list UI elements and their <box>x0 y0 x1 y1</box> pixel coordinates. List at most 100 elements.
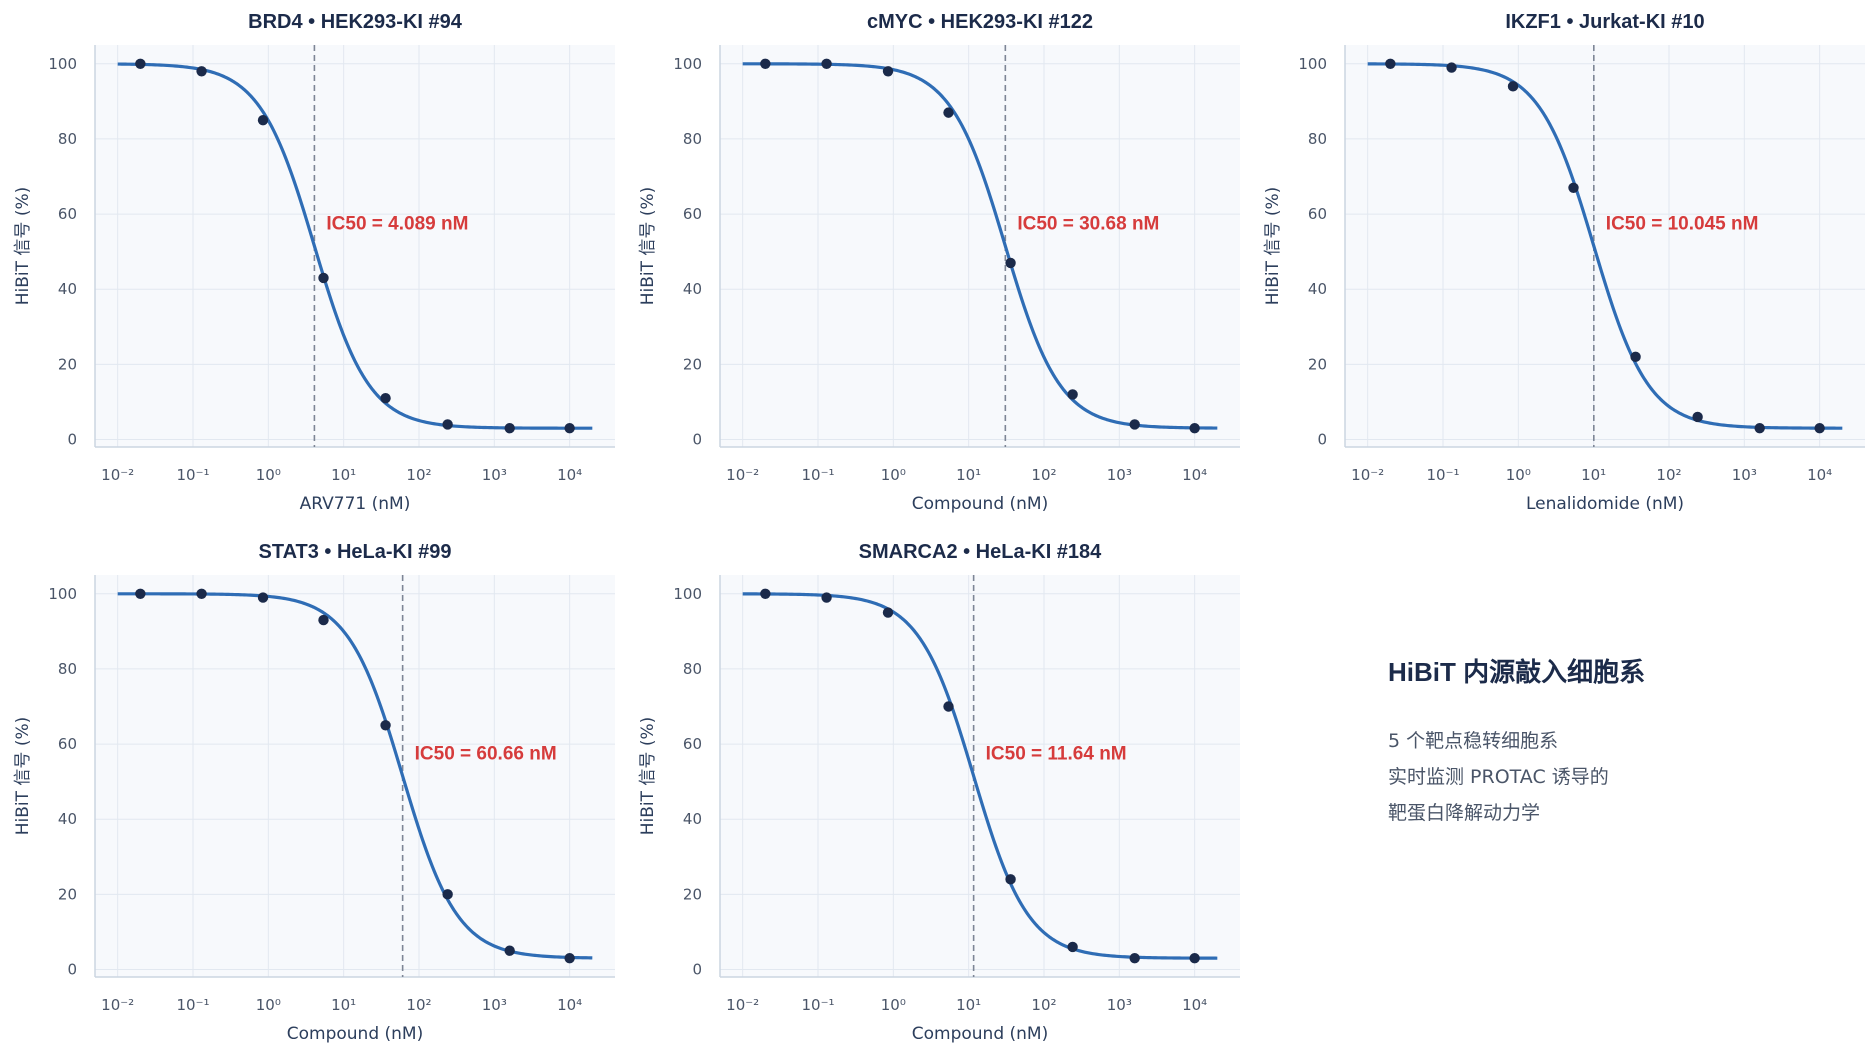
x-tick-label: 10² <box>1031 466 1056 484</box>
ic50-label: IC50 = 10.045 nM <box>1606 213 1759 234</box>
x-tick-label: 10⁻¹ <box>176 466 209 484</box>
y-tick-label: 40 <box>58 810 77 828</box>
data-point <box>1129 419 1140 430</box>
y-tick-label: 20 <box>1308 355 1327 373</box>
y-tick-label: 40 <box>1308 280 1327 298</box>
y-tick-label: 20 <box>58 885 77 903</box>
plot-area <box>720 575 1240 977</box>
x-tick-label: 10⁴ <box>1807 466 1832 484</box>
data-point <box>1814 423 1825 434</box>
chart-title: cMYC • HEK293-KI #122 <box>867 11 1093 33</box>
x-axis-label: Compound (nM) <box>912 1024 1048 1044</box>
x-tick-label: 10⁻² <box>1351 466 1384 484</box>
data-point <box>821 58 832 69</box>
data-point <box>504 945 515 956</box>
data-point <box>135 588 146 599</box>
x-tick-label: 10⁴ <box>557 466 582 484</box>
data-point <box>1067 941 1078 953</box>
x-tick-label: 10⁻¹ <box>801 996 834 1014</box>
x-axis-label: Compound (nM) <box>287 1024 423 1044</box>
y-tick-label: 100 <box>48 55 77 73</box>
x-tick-label: 10² <box>1656 466 1681 484</box>
side-panel-line-1: 5 个靶点稳转细胞系 <box>1388 730 1559 752</box>
data-point <box>196 66 207 77</box>
y-axis-label: HiBiT 信号 (%) <box>638 717 658 836</box>
data-point <box>760 58 771 69</box>
x-tick-label: 10² <box>406 996 431 1014</box>
data-point <box>1446 62 1457 73</box>
y-tick-label: 40 <box>683 810 702 828</box>
x-tick-label: 10⁻² <box>101 996 134 1014</box>
x-tick-label: 10³ <box>482 996 507 1014</box>
x-tick-label: 10⁰ <box>1506 466 1531 484</box>
chart-svg: 0 20 40 60 80 100 10⁻² 10⁻¹ 10⁰ 10¹ 10² 10³ 10⁴ IC50 … <box>13 11 615 514</box>
x-tick-label: 10¹ <box>331 466 356 484</box>
x-tick-label: 10¹ <box>1581 466 1606 484</box>
chart-title: SMARCA2 • HeLa-KI #184 <box>859 541 1103 563</box>
x-tick-label: 10¹ <box>331 996 356 1014</box>
data-point <box>564 423 575 434</box>
y-tick-label: 100 <box>673 585 702 603</box>
chart-title: BRD4 • HEK293-KI #94 <box>248 11 463 33</box>
y-tick-label: 60 <box>58 205 77 223</box>
plot-area <box>720 45 1240 447</box>
data-point <box>257 114 269 126</box>
data-point <box>257 592 269 603</box>
y-tick-label: 60 <box>58 735 77 753</box>
x-tick-label: 10³ <box>482 466 507 484</box>
x-tick-label: 10⁰ <box>881 996 906 1014</box>
side-panel-title: HiBiT 内源敲入细胞系 <box>1388 657 1646 687</box>
y-tick-label: 60 <box>1308 205 1327 223</box>
y-tick-label: 60 <box>683 735 702 753</box>
y-tick-label: 80 <box>58 660 77 678</box>
data-point <box>943 701 954 712</box>
x-tick-label: 10⁴ <box>1182 996 1207 1014</box>
x-tick-label: 10⁻¹ <box>176 996 209 1014</box>
x-tick-label: 10² <box>1031 996 1056 1014</box>
ic50-label: IC50 = 4.089 nM <box>326 213 468 234</box>
chart-panel: 0 20 40 60 80 100 10⁻² 10⁻¹ 10⁰ 10¹ 10² 10³ 10⁴ IC50 … <box>0 0 625 530</box>
data-point <box>1129 953 1140 964</box>
x-axis-label: Lenalidomide (nM) <box>1526 494 1684 514</box>
y-axis-label: HiBiT 信号 (%) <box>638 187 658 306</box>
data-point <box>1067 389 1078 400</box>
ic50-label: IC50 = 30.68 nM <box>1017 213 1159 234</box>
x-tick-label: 10⁻¹ <box>1426 466 1459 484</box>
chart-svg: 0 20 40 60 80 100 10⁻² 10⁻¹ 10⁰ 10¹ 10² 10³ 10⁴ IC50 … <box>638 541 1240 1044</box>
y-tick-label: 0 <box>692 430 702 448</box>
y-tick-label: 0 <box>692 960 702 978</box>
x-tick-label: 10³ <box>1107 996 1132 1014</box>
x-tick-label: 10⁻² <box>726 466 759 484</box>
data-point <box>1630 351 1641 363</box>
y-tick-label: 20 <box>58 355 77 373</box>
y-tick-label: 20 <box>683 885 702 903</box>
y-tick-label: 80 <box>683 660 702 678</box>
y-tick-label: 100 <box>48 585 77 603</box>
data-point <box>943 107 954 118</box>
chart-panel: 0 20 40 60 80 100 10⁻² 10⁻¹ 10⁰ 10¹ 10² 10³ 10⁴ IC50 … <box>625 0 1250 530</box>
chart-title: STAT3 • HeLa-KI #99 <box>259 541 452 563</box>
y-tick-label: 40 <box>58 280 77 298</box>
x-tick-label: 10³ <box>1107 466 1132 484</box>
y-tick-label: 100 <box>673 55 702 73</box>
x-tick-label: 10⁴ <box>557 996 582 1014</box>
y-tick-label: 20 <box>683 355 702 373</box>
data-point <box>760 588 771 599</box>
data-point <box>1189 953 1200 964</box>
data-point <box>1692 411 1703 423</box>
x-tick-label: 10⁰ <box>881 466 906 484</box>
y-tick-label: 40 <box>683 280 702 298</box>
side-panel-line-2: 实时监测 PROTAC 诱导的 <box>1388 766 1609 788</box>
data-point <box>442 889 453 900</box>
data-point <box>1754 423 1765 434</box>
y-tick-label: 0 <box>67 430 77 448</box>
plot-area <box>95 575 615 977</box>
data-point <box>1005 257 1016 269</box>
x-tick-label: 10¹ <box>956 466 981 484</box>
y-axis-label: HiBiT 信号 (%) <box>1263 187 1283 306</box>
y-tick-label: 0 <box>1317 430 1327 448</box>
x-tick-label: 10¹ <box>956 996 981 1014</box>
data-point <box>380 720 391 731</box>
ic50-label: IC50 = 11.64 nM <box>986 743 1127 764</box>
